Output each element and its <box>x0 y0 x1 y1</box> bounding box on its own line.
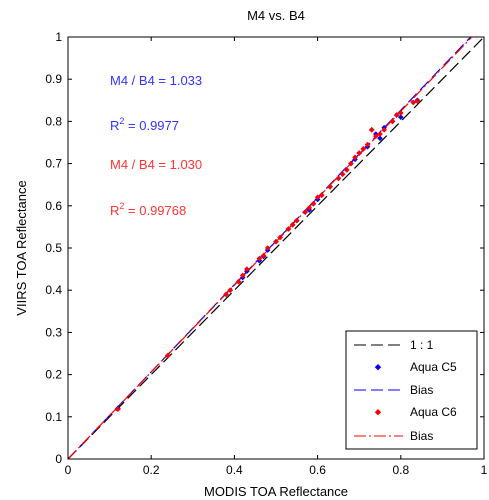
data-point-aqua-c6 <box>389 118 396 125</box>
data-point-aqua-c6 <box>368 127 375 133</box>
data-point-aqua-c6 <box>335 175 342 182</box>
x-tick-label: 0 <box>65 463 72 477</box>
data-point-aqua-c6 <box>360 146 367 152</box>
legend-swatch-aqua-c6 <box>374 409 382 416</box>
chart-title: M4 vs. B4 <box>247 8 305 23</box>
data-point-aqua-c6 <box>352 154 358 161</box>
data-point-aqua-c6 <box>115 406 121 413</box>
data-point-aqua-c6 <box>223 291 229 298</box>
data-point-aqua-c6 <box>343 167 350 173</box>
data-point-aqua-c6 <box>285 226 292 232</box>
data-point-aqua-c6 <box>260 252 267 259</box>
y-tick-label: 0.7 <box>45 157 62 171</box>
data-point-aqua-c6 <box>393 112 400 118</box>
y-axis-title: VIIRS TOA Reflectance <box>14 180 29 315</box>
y-tick-label: 0.9 <box>45 72 62 86</box>
y-tick-label: 0.3 <box>45 325 62 339</box>
y-tick-label: 0.4 <box>45 283 62 297</box>
series-line-1-1-0 <box>68 37 484 459</box>
legend-label-1to1: 1 : 1 <box>410 338 434 352</box>
data-point-aqua-c6 <box>318 192 325 199</box>
y-tick-label: 0.6 <box>45 199 62 213</box>
data-point-aqua-c6 <box>381 127 387 133</box>
plot-content <box>68 37 484 459</box>
data-point-aqua-c6 <box>289 221 296 228</box>
y-tick-label: 0.8 <box>45 114 62 128</box>
data-point-aqua-c6 <box>310 200 317 207</box>
data-point-aqua-c6 <box>256 255 263 262</box>
legend-label-bias-c5: Bias <box>410 383 433 397</box>
data-point-aqua-c6 <box>327 184 333 190</box>
data-point-aqua-c6 <box>165 352 171 359</box>
x-tick-label: 0.4 <box>226 463 243 477</box>
data-point-aqua-c6 <box>302 209 308 215</box>
annotation-c6-ratio: M4 / B4 = 1.030 <box>110 157 202 172</box>
axis-ticks: 0 0.2 0.4 0.6 0.8 1 0 0.1 0.2 0.3 0.4 0.5 0.6 0.7 0.8 0… <box>45 30 487 477</box>
x-tick-label: 0.2 <box>143 463 160 477</box>
x-tick-label: 0.6 <box>309 463 326 477</box>
data-point-aqua-c6 <box>410 99 417 106</box>
data-point-aqua-c6 <box>273 238 279 245</box>
data-point-aqua-c6 <box>239 272 246 279</box>
data-point-aqua-c5 <box>377 135 383 142</box>
data-point-aqua-c6 <box>377 131 383 137</box>
y-tick-label: 0.2 <box>45 368 62 382</box>
data-point-aqua-c6 <box>414 98 421 104</box>
data-point-aqua-c6 <box>348 160 354 167</box>
data-point-aqua-c6 <box>373 133 379 139</box>
y-tick-label: 1 <box>55 30 62 44</box>
data-point-aqua-c5 <box>398 114 404 120</box>
legend: 1 : 1 Aqua C5 Bias Aqua C6 Bias <box>345 330 478 450</box>
x-axis-title: MODIS TOA Reflectance <box>204 484 348 499</box>
data-point-aqua-c6 <box>339 171 346 177</box>
legend-label-bias-c6: Bias <box>410 429 433 443</box>
annotation-c6-r2: R2 = 0.99768 <box>110 201 186 218</box>
legend-label-aqua-c6: Aqua C6 <box>410 405 457 419</box>
data-point-aqua-c6 <box>306 205 313 211</box>
data-point-aqua-c6 <box>235 278 242 285</box>
data-point-aqua-c6 <box>398 110 404 116</box>
annotation-c5-ratio: M4 / B4 = 1.033 <box>110 73 202 88</box>
series-line-bias-2 <box>68 37 472 459</box>
data-point-aqua-c6 <box>356 150 362 156</box>
legend-swatch-aqua-c5 <box>374 364 382 371</box>
data-point-aqua-c6 <box>314 194 321 201</box>
data-point-aqua-c6 <box>264 245 271 251</box>
data-point-aqua-c6 <box>244 266 250 272</box>
y-tick-label: 0 <box>55 452 62 466</box>
y-tick-label: 0.1 <box>45 410 62 424</box>
legend-box <box>345 330 478 450</box>
data-point-aqua-c6 <box>277 234 283 241</box>
y-tick-label: 0.5 <box>45 241 62 255</box>
data-point-aqua-c6 <box>364 141 371 148</box>
data-point-aqua-c6 <box>294 217 300 224</box>
legend-label-aqua-c5: Aqua C5 <box>410 360 457 374</box>
annotation-c5-r2: R2 = 0.9977 <box>110 116 179 133</box>
data-point-aqua-c6 <box>227 287 234 293</box>
x-tick-label: 0.8 <box>392 463 409 477</box>
x-tick-label: 1 <box>481 463 488 477</box>
